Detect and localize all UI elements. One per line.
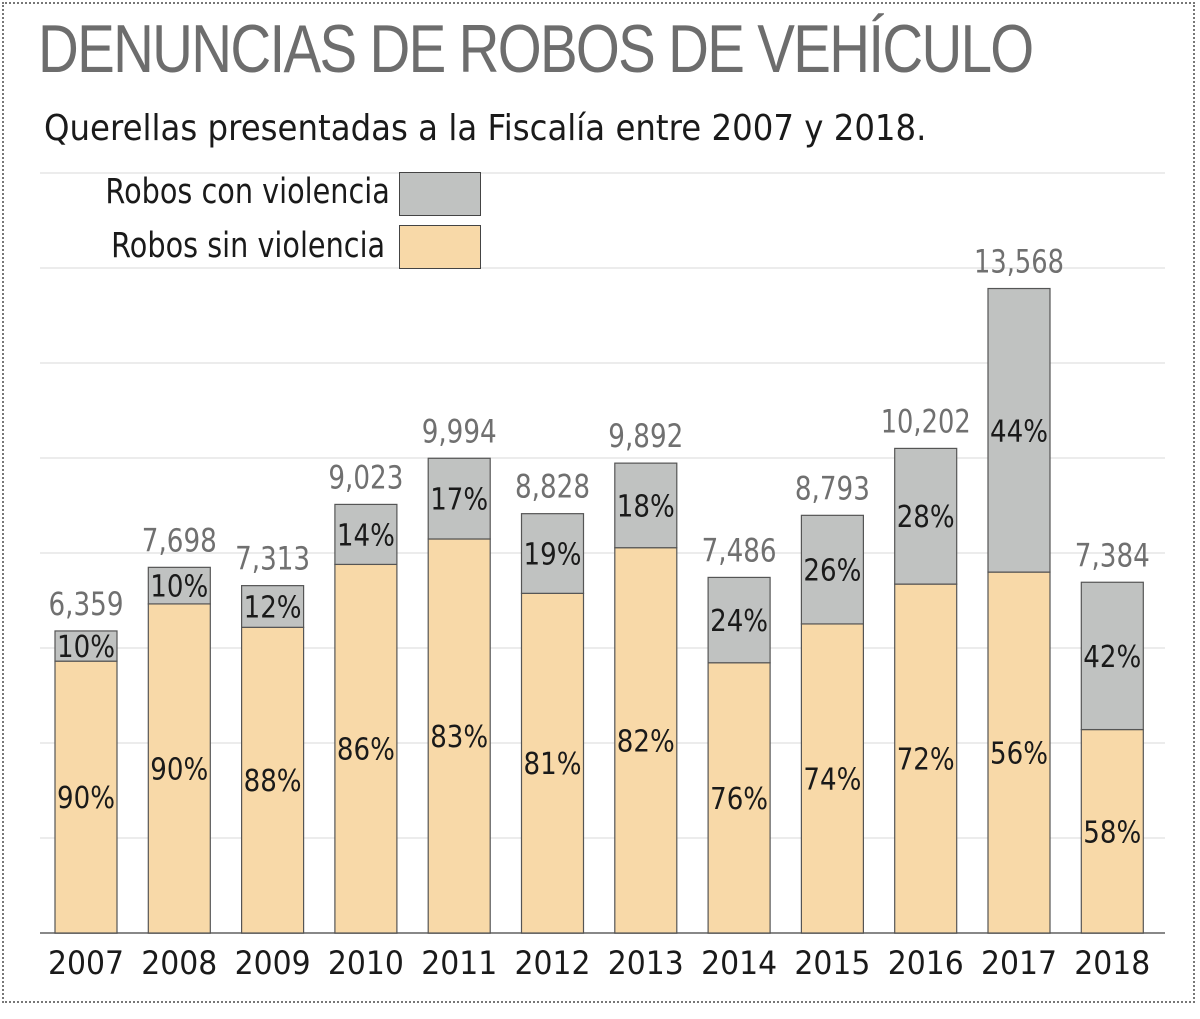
bar-sin-violencia (147, 603, 211, 934)
bar-con-violencia (334, 503, 398, 566)
bar-label-con-violencia: 26% (803, 554, 861, 589)
bar-label-con-violencia: 19% (524, 538, 582, 573)
total-label: 10,202 (881, 402, 971, 440)
bar-label-con-violencia: 17% (430, 483, 488, 518)
bar-con-violencia (707, 576, 771, 664)
chart-title: DENUNCIAS DE ROBOS DE VEHÍCULO (38, 11, 1034, 87)
legend-label-sin-violencia: Robos sin violencia (111, 226, 385, 266)
bar-con-violencia (1080, 581, 1144, 731)
total-label: 8,828 (515, 468, 590, 506)
legend-swatch-sin-violencia (399, 225, 481, 269)
bar-label-con-violencia: 14% (337, 518, 395, 553)
bar-label-sin-violencia: 76% (710, 782, 768, 817)
bar-con-violencia (800, 514, 865, 625)
bar-sin-violencia (241, 626, 305, 934)
total-label: 9,023 (328, 458, 403, 496)
legend-swatch-con-violencia (399, 172, 481, 216)
bar-con-violencia (520, 513, 585, 594)
total-label: 7,698 (142, 521, 217, 559)
bar-con-violencia (614, 462, 678, 549)
bar-label-con-violencia: 10% (150, 570, 208, 605)
total-label: 9,994 (422, 412, 497, 450)
bar-sin-violencia (800, 623, 865, 934)
bar-label-con-violencia: 24% (710, 604, 768, 639)
bar-sin-violencia (54, 660, 118, 934)
x-tick-label: 2016 (888, 944, 964, 982)
bar-sin-violencia (987, 571, 1051, 934)
bar-con-violencia (54, 630, 118, 662)
total-label: 7,486 (702, 531, 777, 569)
x-tick-label: 2012 (515, 944, 591, 982)
total-label: 8,793 (795, 469, 870, 507)
bar-sin-violencia (1080, 728, 1144, 934)
x-tick-label: 2018 (1074, 944, 1150, 982)
x-tick-label: 2009 (235, 944, 311, 982)
bar-label-con-violencia: 18% (617, 489, 675, 524)
bar-label-sin-violencia: 74% (803, 762, 861, 797)
x-tick-label: 2008 (141, 944, 217, 982)
bar-sin-violencia (614, 547, 678, 934)
total-label: 7,313 (235, 540, 310, 578)
bar-con-violencia (987, 287, 1051, 573)
bar-con-violencia (241, 585, 305, 628)
bar-con-violencia (427, 457, 491, 540)
x-tick-label: 2013 (608, 944, 684, 982)
x-tick-label: 2011 (421, 944, 497, 982)
x-tick-label: 2017 (981, 944, 1057, 982)
bar-label-sin-violencia: 83% (430, 720, 488, 755)
x-tick-label: 2007 (48, 944, 124, 982)
bar-sin-violencia (427, 538, 491, 934)
total-label: 9,892 (608, 417, 683, 455)
x-tick-label: 2015 (794, 944, 870, 982)
x-tick-label: 2010 (328, 944, 404, 982)
bar-label-sin-violencia: 58% (1083, 815, 1141, 850)
bar-label-sin-violencia: 82% (617, 724, 675, 759)
total-label: 6,359 (49, 585, 124, 623)
chart-subtitle: Querellas presentadas a la Fiscalía entr… (44, 108, 927, 149)
bar-label-con-violencia: 28% (897, 500, 955, 535)
bar-label-con-violencia: 10% (57, 630, 115, 665)
bar-label-con-violencia: 42% (1083, 640, 1141, 675)
bar-sin-violencia (334, 563, 398, 934)
bar-sin-violencia (894, 583, 958, 934)
bar-label-sin-violencia: 88% (244, 764, 302, 799)
bar-sin-violencia (707, 662, 771, 934)
bar-sin-violencia (520, 592, 585, 934)
chart-frame (2, 2, 1195, 1003)
bar-label-sin-violencia: 90% (57, 781, 115, 816)
bar-label-sin-violencia: 81% (524, 747, 582, 782)
bar-label-con-violencia: 12% (244, 590, 302, 625)
bar-label-sin-violencia: 72% (897, 743, 955, 778)
bar-label-sin-violencia: 90% (150, 752, 208, 787)
total-label: 7,384 (1075, 536, 1150, 574)
bar-label-con-violencia: 44% (990, 414, 1048, 449)
legend-label-con-violencia: Robos con violencia (105, 172, 390, 212)
bar-label-sin-violencia: 56% (990, 737, 1048, 772)
bar-con-violencia (147, 566, 211, 605)
bar-con-violencia (894, 447, 958, 585)
total-label: 13,568 (974, 243, 1064, 281)
x-tick-label: 2014 (701, 944, 777, 982)
bar-label-sin-violencia: 86% (337, 733, 395, 768)
